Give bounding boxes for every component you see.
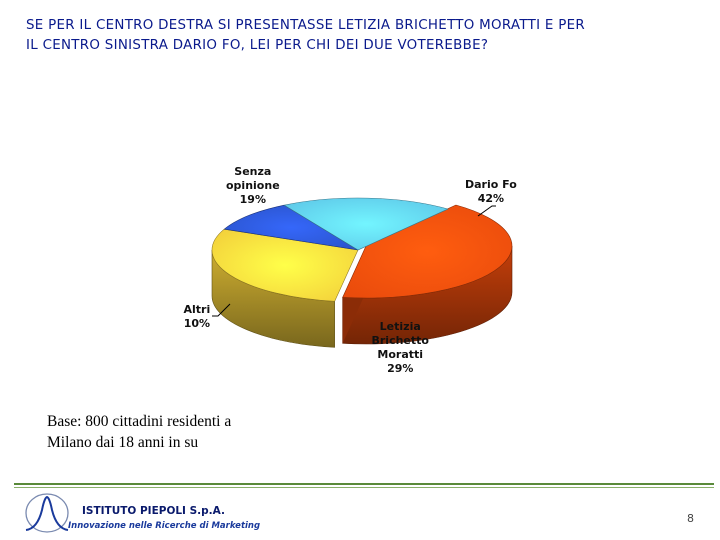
pie-value-label-0: 42% [477, 192, 505, 205]
piepoli-logo-icon [25, 493, 69, 533]
page-number: 8 [687, 512, 694, 525]
company-name: ISTITUTO PIEPOLI S.p.A. [82, 505, 225, 517]
pie-value-label-1: 29% [387, 362, 414, 375]
pie-leader-line-0 [477, 205, 496, 217]
pie-value-label-3: 19% [239, 193, 266, 206]
pie-label-3-line-1: opinione [226, 179, 280, 192]
pie-label-3-line-0: Senza [234, 165, 272, 178]
company-tagline: Innovazione nelle Ricerche di Marketing [68, 521, 261, 531]
sample-base-line-2: Milano dai 18 anni in su [47, 434, 199, 451]
pie-label-2: Altri 10% [184, 303, 211, 331]
slide-title-line-2: IL CENTRO SINISTRA DARIO FO, LEI PER CHI… [26, 38, 489, 53]
pie-label-2-line-0: Altri [183, 303, 211, 316]
footer-rule [14, 483, 714, 485]
pie-label-1-line-0: Letizia [379, 320, 421, 333]
slide-title: SE PER IL CENTRO DESTRA SI PRESENTASSE L… [26, 16, 706, 56]
pie-label-0: Dario Fo 42% [465, 178, 517, 206]
pie-slice-2 [223, 204, 359, 251]
slide-title-line-1: SE PER IL CENTRO DESTRA SI PRESENTASSE L… [26, 18, 585, 33]
sample-base-note: Base: 800 cittadini residenti a Milano d… [47, 411, 231, 453]
pie-slice-1 [211, 228, 359, 302]
pie-label-3: Senza opinione 19% [226, 165, 280, 207]
pie-label-1: Letizia Brichetto Moratti 29% [372, 320, 429, 376]
pie-label-1-line-2: Moratti [377, 348, 424, 361]
pie-value-label-2: 10% [183, 317, 211, 330]
pie-slice-3 [283, 197, 449, 251]
sample-base-line-1: Base: 800 cittadini residenti a [47, 413, 232, 430]
pie-label-1-line-1: Brichetto [371, 334, 429, 347]
pie-label-0-line-0: Dario Fo [465, 178, 517, 191]
footer-rule-thin [14, 487, 714, 488]
pie-leader-line-2 [212, 303, 231, 317]
pie-slice-0 [342, 204, 513, 299]
